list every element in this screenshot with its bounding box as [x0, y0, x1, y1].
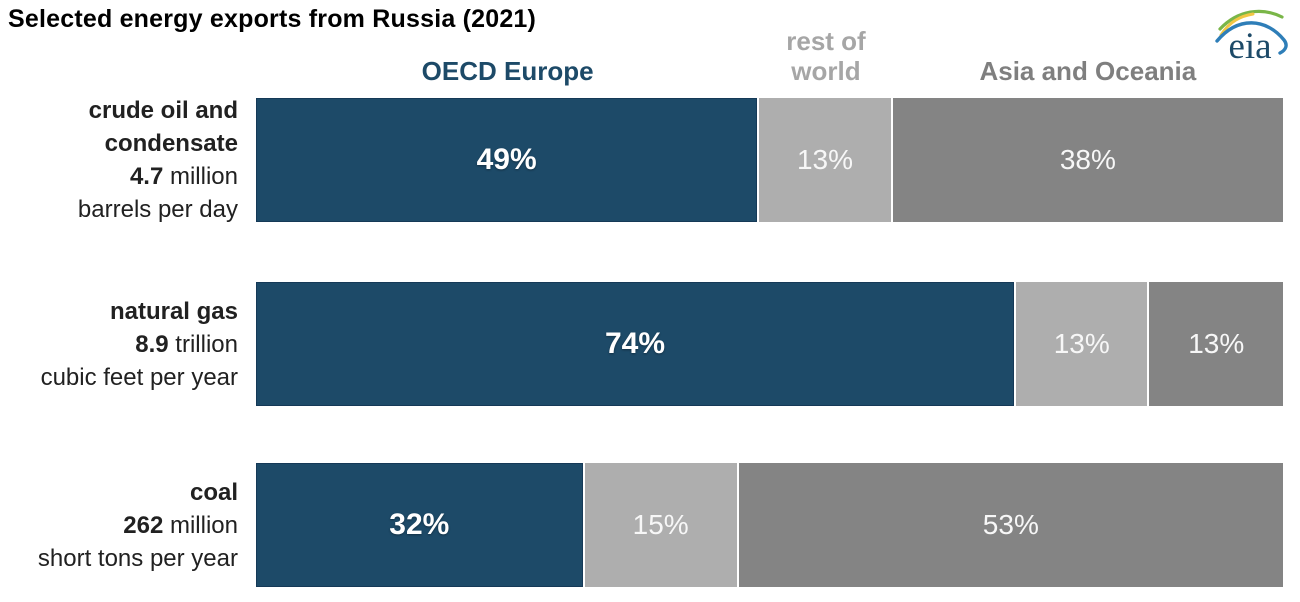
legend-rest-of-world-label: rest of world — [786, 26, 866, 86]
bar-segment-rest-of-world: 15% — [584, 463, 739, 587]
bar-segment-asia-oceania: 38% — [892, 98, 1283, 222]
row-label-quantity: 4.7 — [129, 163, 164, 190]
row-label-quantity: 8.9 — [135, 330, 169, 358]
row-label-unit-line: short tons per year — [37, 544, 238, 572]
row-label-quantity-line: 8.9 trillion — [135, 328, 238, 361]
bar-segment-value: 32% — [389, 508, 450, 541]
bar-segment-value: 13% — [1188, 328, 1245, 359]
bar-segment-oecd: 74% — [256, 282, 1016, 406]
chart-title: Selected energy exports from Russia (202… — [8, 5, 537, 33]
eia-logo-yellow-arc — [1219, 12, 1255, 37]
bar-segment-value: 53% — [982, 509, 1039, 540]
row-label-coal: coal 262 million short tons per year — [0, 463, 238, 587]
eia-logo-green-arc — [1218, 9, 1284, 31]
legend-asia-oceania: Asia and Oceania — [893, 24, 1283, 88]
bar-segment-value: 49% — [476, 143, 537, 176]
row-label-quantity-unit: million — [163, 163, 238, 190]
legend-oecd-europe-label: OECD Europe — [421, 56, 594, 86]
bar-segment-value: 74% — [604, 327, 665, 360]
bar-segment-value: 13% — [1053, 328, 1110, 359]
legend-headers: OECD Europe rest of world Asia and Ocean… — [256, 24, 1283, 88]
bar-segment-oecd: 32% — [256, 463, 585, 587]
row-label-name-line: crude oil and — [88, 97, 238, 124]
bar-row-crude-oil: crude oil and condensate 4.7 million bar… — [0, 97, 1300, 223]
eia-logo-blue-arc — [1215, 21, 1288, 55]
row-label-quantity: 262 — [123, 511, 164, 539]
stacked-bar-crude-oil: 49% 13% 38% — [256, 98, 1283, 222]
row-label-name-line: condensate — [104, 130, 238, 157]
bar-segment-rest-of-world: 13% — [1015, 282, 1150, 406]
row-label-unit-line: barrels per day — [77, 196, 238, 223]
bar-segment-asia-oceania: 53% — [738, 463, 1283, 587]
row-label-unit-line: cubic feet per year — [40, 363, 238, 391]
row-label-crude-oil: crude oil and condensate 4.7 million bar… — [0, 97, 238, 223]
bar-segment-asia-oceania: 13% — [1149, 282, 1283, 406]
bar-segment-oecd: 49% — [256, 98, 760, 222]
row-label-quantity-unit: trillion — [168, 330, 238, 358]
row-label-quantity-line: 4.7 million — [130, 160, 238, 193]
eia-logo: eia — [1215, 9, 1288, 66]
row-label-name-line: coal — [189, 478, 238, 506]
row-label-quantity-line: 262 million — [123, 509, 238, 542]
row-label-quantity-unit: million — [163, 511, 238, 539]
row-label-natural-gas: natural gas 8.9 trillion cubic feet per … — [0, 282, 238, 406]
bar-row-natural-gas: natural gas 8.9 trillion cubic feet per … — [0, 282, 1300, 406]
eia-logo-text: eia — [1228, 26, 1271, 66]
legend-oecd-europe: OECD Europe — [256, 24, 759, 88]
legend-rest-of-world: rest of world — [759, 24, 893, 88]
bar-segment-value: 38% — [1059, 144, 1116, 175]
row-label-name-line: natural gas — [109, 297, 238, 325]
bar-row-coal: coal 262 million short tons per year 32%… — [0, 463, 1300, 587]
stacked-bar-natural-gas: 74% 13% 13% — [256, 282, 1283, 406]
bar-segment-rest-of-world: 13% — [759, 98, 893, 222]
legend-asia-oceania-label: Asia and Oceania — [979, 56, 1197, 86]
stacked-bar-coal: 32% 15% 53% — [256, 463, 1283, 587]
bar-segment-value: 15% — [632, 509, 689, 540]
bar-segment-value: 13% — [796, 144, 853, 175]
